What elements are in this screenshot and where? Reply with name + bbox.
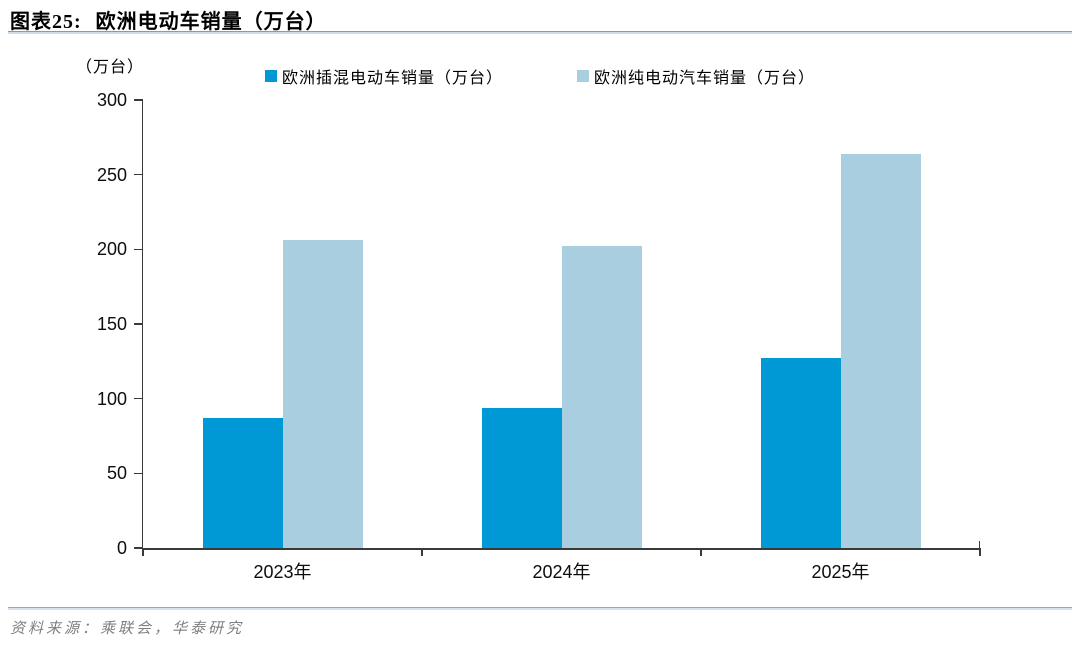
x-tick — [421, 548, 423, 556]
y-tick — [134, 173, 143, 176]
title-divider — [8, 31, 1072, 34]
bar-s2-2023 — [282, 240, 363, 548]
y-tick-label: 150 — [96, 314, 127, 334]
legend-label: 欧洲纯电动汽车销量（万台） — [594, 70, 816, 87]
bar-s1-2023 — [202, 418, 283, 548]
y-tick — [134, 472, 143, 475]
y-axis-unit-label: （万台） — [76, 59, 145, 76]
x-axis-labels: 2023年 2024年 2025年 — [143, 558, 980, 584]
bar-s2-2025 — [840, 153, 921, 548]
legend-label: 欧洲插混电动车销量（万台） — [281, 70, 503, 87]
x-axis-label: 2024年 — [532, 562, 591, 582]
x-tick — [142, 548, 144, 556]
x-axis-end-tick — [978, 541, 980, 548]
y-tick-label: 200 — [96, 239, 127, 260]
y-tick — [134, 397, 143, 400]
y-tick-label: 300 — [96, 90, 127, 110]
legend-item-1: 欧洲插混电动车销量（万台） — [264, 64, 503, 88]
chart-legend: 欧洲插混电动车销量（万台） 欧洲纯电动汽车销量（万台） — [0, 64, 1080, 88]
figure-number-label: 图表25: — [10, 11, 82, 33]
x-axis-label: 2023年 — [253, 562, 312, 582]
legend-swatch-icon — [264, 70, 277, 82]
x-axis-label: 2025年 — [811, 562, 870, 582]
bar-group-2023 — [143, 100, 422, 548]
footer-divider — [8, 607, 1072, 610]
x-axis — [141, 548, 980, 550]
legend-item-2: 欧洲纯电动汽车销量（万台） — [577, 64, 815, 88]
figure-title: 图表25: 欧洲电动车销量（万台） — [10, 5, 327, 34]
plot-area: 0 50 100 150 200 250 300 2023年 2024年 2025年 — [97, 91, 981, 582]
legend-swatch-icon — [577, 70, 589, 82]
y-tick — [134, 99, 143, 101]
y-tick — [134, 248, 143, 251]
y-tick-label: 50 — [106, 463, 127, 484]
source-note: 资料来源：乘联会，华泰研究 — [10, 621, 245, 637]
x-tick — [700, 548, 702, 556]
y-tick — [134, 323, 143, 325]
y-tick-label: 0 — [116, 538, 127, 558]
x-tick — [979, 548, 981, 556]
bar-s1-2025 — [760, 358, 841, 548]
y-tick — [134, 547, 143, 549]
bars-container — [143, 100, 980, 548]
bar-s2-2024 — [561, 246, 642, 548]
bar-s1-2024 — [481, 407, 562, 548]
y-tick-label: 250 — [96, 164, 127, 185]
y-tick-label: 100 — [96, 388, 127, 409]
bar-group-2024 — [422, 100, 701, 548]
figure-title-text: 欧洲电动车销量（万台） — [95, 11, 327, 33]
bar-group-2025 — [701, 100, 980, 548]
